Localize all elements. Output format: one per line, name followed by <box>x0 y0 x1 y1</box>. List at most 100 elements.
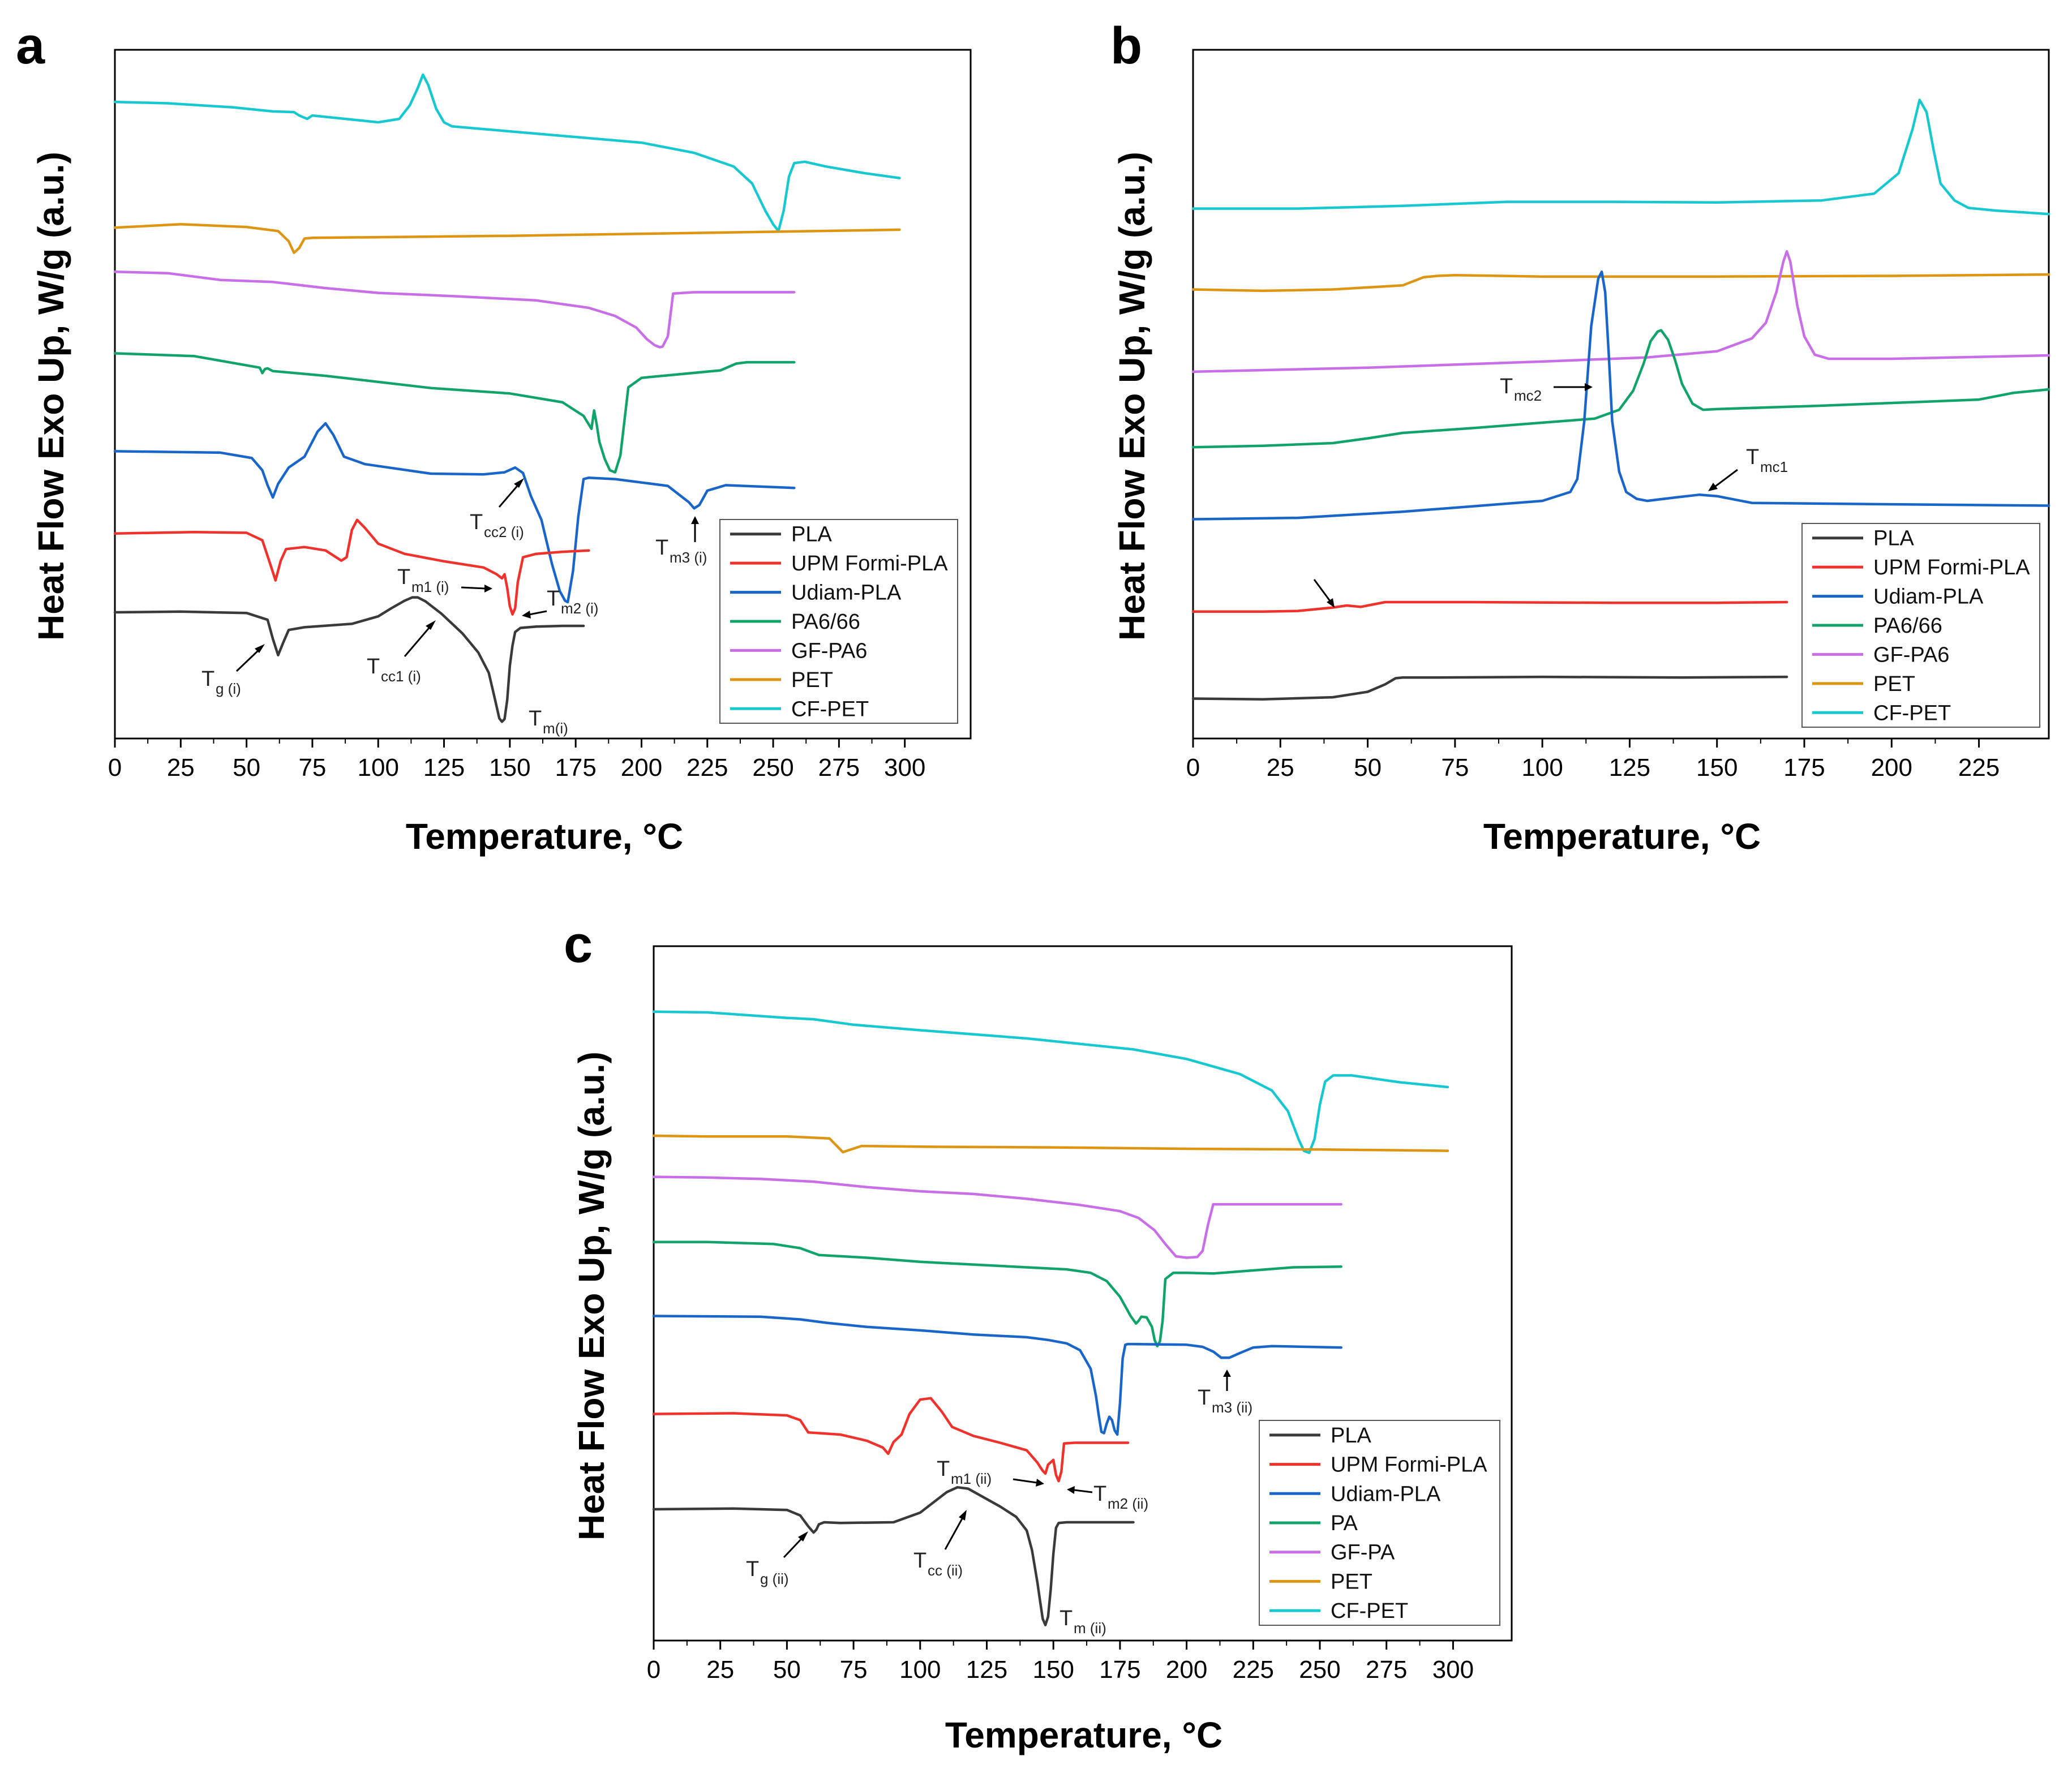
arrowhead <box>1708 483 1718 491</box>
arrowhead <box>1327 598 1335 608</box>
legend-label: Udiam-PLA <box>1873 585 1984 609</box>
x-tick-label: 300 <box>1432 1656 1474 1684</box>
annotation-arrow <box>1074 1489 1093 1493</box>
x-tick-label: 225 <box>687 754 728 782</box>
annotation-tm3-ii: T m3 (ii) <box>1198 1369 1252 1416</box>
series-line-pet <box>652 1134 1449 1154</box>
anno-main: T <box>529 707 542 731</box>
series-line-cf-pet <box>113 73 901 233</box>
x-ticks-b: 0 25 50 75 100 125 150 175 200 225 <box>1186 738 2000 782</box>
x-tick-label: 50 <box>1354 754 1382 782</box>
x-tick-label: 125 <box>423 754 465 782</box>
legend-label: PLA <box>1873 527 1914 551</box>
anno-sub: cc2 (i) <box>484 523 524 540</box>
legend-label: CF-PET <box>1331 1599 1408 1623</box>
annotation-arrow <box>1013 1478 1037 1484</box>
legend-label: Udiam-PLA <box>1331 1482 1441 1506</box>
x-tick-label: 300 <box>884 754 925 782</box>
x-tick-label: 175 <box>1783 754 1825 782</box>
series-line-udiam-pla <box>113 422 796 604</box>
plot-frame-b <box>1192 49 2050 740</box>
x-tick-label: 150 <box>489 754 530 782</box>
annotation-formi-pla-arrow <box>1313 579 1335 608</box>
anno-sub: m3 (i) <box>670 549 707 566</box>
x-tick-label: 200 <box>1166 1656 1207 1684</box>
x-tick-label: 225 <box>1233 1656 1274 1684</box>
annotation-tm1-ii: T m1 (ii) <box>937 1457 1044 1487</box>
anno-main: T <box>1500 375 1513 398</box>
panel-b: b 0 25 50 75 100 125 150 175 200 225 Temperature,… <box>1110 17 2050 857</box>
series-line-gf-pa6 <box>113 270 796 349</box>
x-tick-label: 75 <box>298 754 326 782</box>
x-tick-label: 100 <box>1521 754 1563 782</box>
legend-label: UPM Formi-PLA <box>1331 1453 1487 1477</box>
anno-main: T <box>937 1457 950 1481</box>
arrowhead <box>255 644 265 653</box>
x-tick-label: 150 <box>1696 754 1738 782</box>
annotation-arrow <box>944 1516 964 1550</box>
anno-sub: m(i) <box>543 720 568 737</box>
annotation-arrow <box>1313 579 1331 602</box>
series-group-c <box>652 1010 1449 1626</box>
x-tick-label: 25 <box>706 1656 734 1684</box>
arrowhead <box>691 516 699 524</box>
anno-sub: g (i) <box>216 680 241 697</box>
series-line-udiam-pla <box>652 1315 1342 1436</box>
x-tick-label: 125 <box>1609 754 1650 782</box>
panel-label-b: b <box>1110 17 1142 75</box>
legend-label: PET <box>791 668 833 692</box>
x-tick-label: 275 <box>818 754 860 782</box>
anno-sub: g (ii) <box>760 1570 789 1587</box>
x-tick-label: 250 <box>1299 1656 1340 1684</box>
anno-main: T <box>1093 1482 1106 1506</box>
series-group-a <box>113 73 901 723</box>
legend-label: Udiam-PLA <box>791 581 902 605</box>
x-tick-label: 150 <box>1033 1656 1074 1684</box>
x-ticks-a: 0 25 50 75 100 125 150 175 200 225 250 275 300 <box>108 738 925 782</box>
series-line-upm-formi-pla <box>113 518 590 616</box>
legend-c: PLA UPM Formi-PLA Udiam-PLA PA GF-PA PET CF-PE… <box>1259 1420 1500 1626</box>
series-line-pet <box>113 223 901 254</box>
x-tick-label: 0 <box>647 1656 660 1684</box>
x-tick-label: 0 <box>108 754 122 782</box>
series-line-cf-pet <box>652 1010 1449 1154</box>
annotation-tg-ii: T g (ii) <box>746 1531 808 1587</box>
x-tick-label: 0 <box>1186 754 1200 782</box>
annotation-tm2-i: T m2 (i) <box>522 587 598 619</box>
anno-main: T <box>397 565 410 589</box>
arrowhead <box>1223 1369 1231 1377</box>
y-axis-title-c: Heat Flow Exo Up, W/g (a.u.) <box>571 1051 612 1540</box>
arrowhead <box>514 478 524 488</box>
plot-frame-c <box>653 945 1513 1642</box>
series-line-cf-pet <box>1191 98 2050 216</box>
series-line-udiam-pla <box>1191 270 2050 521</box>
x-ticks-c: 0 25 50 75 100 125 150 175 200 225 250 275 300 <box>647 1641 1474 1684</box>
annotation-tcc-ii: T cc (ii) <box>913 1510 967 1579</box>
anno-main: T <box>201 667 215 691</box>
x-tick-label: 125 <box>966 1656 1007 1684</box>
annotation-arrow <box>783 1535 805 1558</box>
x-tick-label: 25 <box>167 754 195 782</box>
x-tick-label: 25 <box>1267 754 1294 782</box>
y-axis-title-b: Heat Flow Exo Up, W/g (a.u.) <box>1112 152 1152 641</box>
x-tick-label: 75 <box>1441 754 1469 782</box>
annotation-tg-i: T g (i) <box>201 644 265 697</box>
panel-label-c: c <box>564 916 593 973</box>
arrowhead <box>1585 383 1593 391</box>
arrowhead <box>522 611 531 619</box>
x-tick-label: 50 <box>773 1656 801 1684</box>
arrowhead <box>1067 1486 1075 1494</box>
anno-sub: mc2 <box>1514 387 1542 404</box>
anno-main: T <box>547 587 560 611</box>
annotation-arrow <box>1714 469 1738 488</box>
annotation-tm1-i: T m1 (i) <box>397 565 492 595</box>
legend-label: PLA <box>791 523 832 547</box>
legend-label: PET <box>1873 672 1915 696</box>
annotation-arrow <box>404 625 432 657</box>
x-axis-title-b: Temperature, °C <box>1483 816 1761 857</box>
y-axis-title-a: Heat Flow Exo Up, W/g (a.u.) <box>31 152 71 641</box>
legend-label: PA6/66 <box>791 610 860 634</box>
anno-sub: cc1 (i) <box>381 668 421 685</box>
annotation-tm-ii: T m (ii) <box>1059 1607 1106 1637</box>
